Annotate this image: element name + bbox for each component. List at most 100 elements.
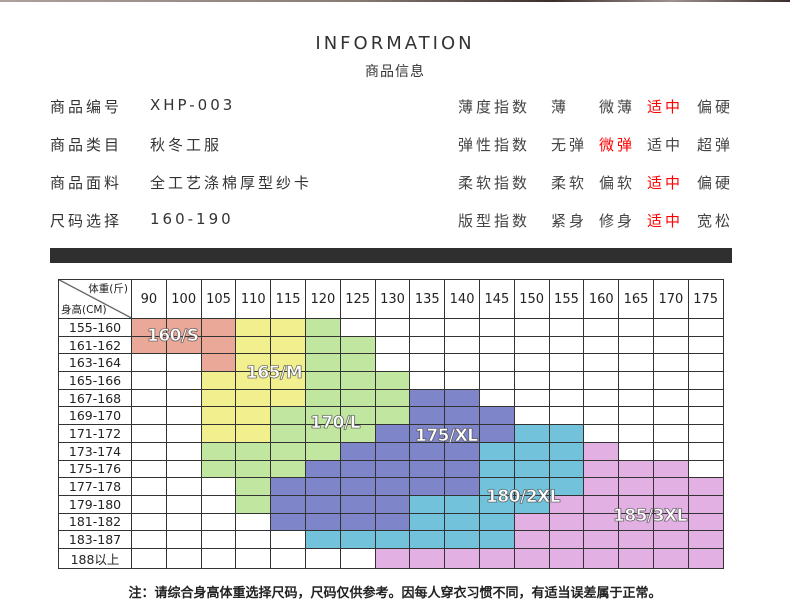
- weight-header-cell: 90: [131, 279, 167, 319]
- size-cell-M: [200, 388, 237, 408]
- empty-cell: [165, 424, 202, 443]
- header-row: 体重(斤) 身高(CM) 90 100 105 110 115 120 125 130 135 140…: [58, 279, 724, 319]
- size-cell-M: [270, 371, 306, 390]
- size-cell-X: [304, 459, 341, 479]
- size-cell-3: [687, 530, 724, 549]
- empty-cell: [687, 406, 724, 426]
- size-cell-L: [270, 406, 306, 426]
- size-cell-M: [235, 388, 272, 408]
- size-cell-S: [165, 335, 202, 355]
- height-cell: 183-187: [58, 530, 132, 549]
- detail-label: 商品面料: [50, 174, 123, 192]
- height-cell: 169-170: [58, 406, 132, 426]
- detail-label: 商品类目: [50, 136, 123, 154]
- empty-cell: [165, 371, 202, 390]
- size-cell-X: [478, 424, 515, 443]
- empty-cell: [548, 406, 585, 426]
- size-cell-3: [513, 512, 550, 532]
- size-cell-X: [444, 406, 480, 426]
- empty-cell: [131, 406, 167, 426]
- empty-cell: [270, 530, 306, 549]
- empty-cell: [235, 530, 272, 549]
- empty-cell: [165, 441, 202, 461]
- size-cell-X: [374, 441, 411, 461]
- index-option: 薄: [551, 98, 570, 116]
- table-row: 177-178: [58, 477, 724, 496]
- index-option: 柔软: [551, 174, 588, 192]
- empty-cell: [131, 371, 167, 390]
- size-label: 180/2XL: [486, 487, 561, 508]
- index-option: 宽松: [697, 212, 734, 230]
- size-cell-L: [304, 318, 341, 337]
- weight-header-cell: 115: [270, 279, 306, 319]
- empty-cell: [618, 441, 654, 461]
- empty-cell: [618, 318, 654, 337]
- empty-cell: [687, 424, 724, 443]
- size-cell-X: [339, 459, 376, 479]
- size-cell-M: [270, 335, 306, 355]
- size-cell-2: [409, 512, 446, 532]
- weight-header-cell: 125: [339, 279, 376, 319]
- size-label: 185/3XL: [613, 506, 688, 527]
- empty-cell: [687, 441, 724, 461]
- height-cell: 179-180: [58, 494, 132, 514]
- corner-cell: 体重(斤) 身高(CM): [58, 279, 132, 319]
- empty-cell: [583, 388, 620, 408]
- size-cell-X: [304, 512, 341, 532]
- size-cell-2: [548, 424, 585, 443]
- empty-cell: [200, 547, 237, 569]
- empty-cell: [513, 335, 550, 355]
- section-divider-bar: [50, 248, 732, 263]
- height-header: 身高(CM): [61, 304, 107, 316]
- size-cell-M: [235, 353, 272, 373]
- size-cell-3: [618, 477, 654, 496]
- size-cell-L: [200, 441, 237, 461]
- empty-cell: [687, 335, 724, 355]
- index-option-selected: 适中: [647, 98, 684, 116]
- empty-cell: [513, 353, 550, 373]
- empty-cell: [374, 318, 411, 337]
- size-cell-X: [409, 388, 446, 408]
- empty-cell: [131, 477, 167, 496]
- size-cell-X: [409, 477, 446, 496]
- size-cell-X: [304, 477, 341, 496]
- empty-cell: [583, 406, 620, 426]
- size-cell-3: [652, 459, 689, 479]
- height-cell: 171-172: [58, 424, 132, 443]
- empty-cell: [444, 318, 480, 337]
- size-cell-3: [444, 547, 480, 569]
- size-cell-L: [304, 371, 341, 390]
- empty-cell: [652, 335, 689, 355]
- height-cell: 163-164: [58, 353, 132, 373]
- empty-cell: [339, 547, 376, 569]
- size-cell-L: [270, 424, 306, 443]
- size-cell-2: [339, 530, 376, 549]
- index-label: 薄度指数: [458, 98, 531, 116]
- index-option-selected: 适中: [647, 174, 684, 192]
- index-label: 版型指数: [458, 212, 531, 230]
- size-cell-X: [409, 424, 446, 443]
- size-cell-X: [270, 512, 306, 532]
- weight-header-cell: 150: [513, 279, 550, 319]
- size-cell-S: [200, 318, 237, 337]
- index-label: 柔软指数: [458, 174, 531, 192]
- empty-cell: [131, 388, 167, 408]
- table-row: 155-160: [58, 318, 724, 337]
- size-cell-X: [374, 512, 411, 532]
- size-label: 160/S: [147, 326, 200, 347]
- empty-cell: [444, 335, 480, 355]
- size-cell-3: [618, 547, 654, 569]
- size-cell-L: [374, 388, 411, 408]
- empty-cell: [583, 424, 620, 443]
- height-cell: 155-160: [58, 318, 132, 337]
- detail-label: 商品编号: [50, 98, 123, 116]
- index-option-selected: 适中: [647, 212, 684, 230]
- size-cell-M: [270, 388, 306, 408]
- size-cell-3: [652, 477, 689, 496]
- weight-header-cell: 175: [687, 279, 724, 319]
- empty-cell: [478, 388, 515, 408]
- empty-cell: [548, 371, 585, 390]
- size-cell-S: [200, 353, 237, 373]
- size-cell-3: [548, 547, 585, 569]
- size-cell-2: [548, 441, 585, 461]
